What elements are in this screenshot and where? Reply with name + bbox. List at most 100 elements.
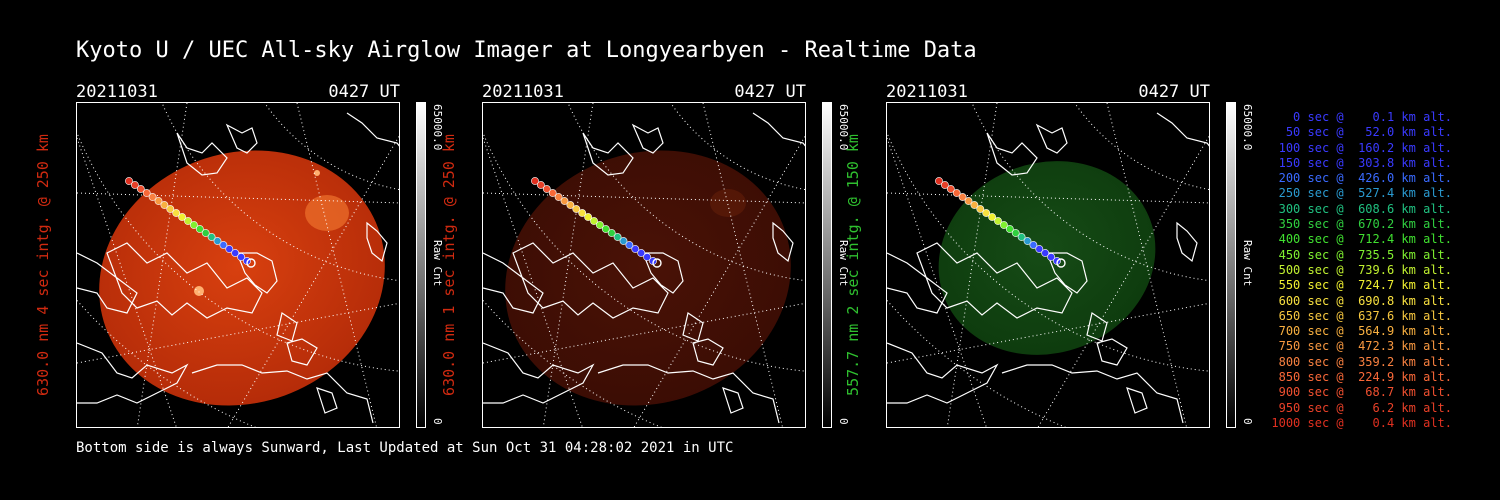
trajectory-legend: 0 sec @ 0.1 km alt. 50 sec @ 52.0 km alt… (1262, 110, 1452, 431)
panel-header: 20211031 0427 UT (76, 80, 400, 102)
trajectory-point (142, 189, 151, 197)
lat-lon-grid (887, 103, 1209, 427)
trajectory-point (590, 217, 598, 225)
imager-panel-1: 20211031 0427 UT 630.0 nm 4 sec intg. @ 25… (34, 80, 476, 430)
panel-header: 20211031 0427 UT (886, 80, 1210, 102)
panel-time: 0427 UT (734, 82, 806, 102)
station-marker (652, 258, 662, 268)
trajectory-point (160, 201, 169, 209)
trajectory-point (952, 189, 961, 197)
satellite-trajectory (935, 177, 1061, 265)
trajectory-point (643, 253, 651, 261)
trajectory-point (970, 201, 979, 209)
legend-entry: 100 sec @ 160.2 km alt. (1271, 140, 1452, 155)
lat-lon-grid (483, 103, 805, 427)
trajectory-point (166, 205, 175, 213)
panel-date: 20211031 (482, 82, 564, 102)
legend-entry: 500 sec @ 739.6 km alt. (1271, 262, 1452, 277)
trajectory-point (941, 181, 949, 189)
trajectory-point (1035, 245, 1044, 253)
trajectory-point (601, 225, 610, 233)
legend-entry: 350 sec @ 670.2 km alt. (1271, 217, 1452, 232)
trajectory-point (964, 197, 973, 205)
trajectory-point (613, 233, 622, 241)
trajectory-point (988, 213, 996, 221)
colorbar (416, 102, 426, 428)
legend-entry: 900 sec @ 68.7 km alt. (1271, 385, 1452, 400)
panel-time: 0427 UT (328, 82, 400, 102)
airglow-image (99, 150, 385, 406)
trajectory-point (572, 205, 581, 213)
page-title: Kyoto U / UEC All-sky Airglow Imager at … (76, 38, 977, 63)
legend-entry: 400 sec @ 712.4 km alt. (1271, 232, 1452, 247)
trajectory-point (619, 237, 628, 245)
trajectory-point (637, 249, 646, 257)
trajectory-point (560, 197, 569, 205)
trajectory-point (125, 177, 133, 185)
satellite-trajectory (531, 177, 657, 265)
panel-header: 20211031 0427 UT (482, 80, 806, 102)
trajectory-point (537, 181, 545, 189)
trajectory-point (982, 209, 991, 217)
lat-lon-grid (77, 103, 399, 427)
trajectory-point (1023, 237, 1032, 245)
trajectory-point (548, 189, 557, 197)
trajectory-point (1029, 241, 1038, 249)
trajectory-point (631, 245, 640, 253)
bright-spot (194, 286, 204, 296)
trajectory-point (578, 209, 587, 217)
imager-panel-2: 20211031 0427 UT 630.0 nm 1 sec intg. @ 25… (440, 80, 882, 430)
coastline (483, 112, 805, 424)
trajectory-point (946, 185, 955, 193)
trajectory-point (1000, 221, 1008, 229)
trajectory-point (958, 193, 967, 201)
colorbar-min: 0 (1241, 418, 1254, 425)
trajectory-point (190, 221, 198, 229)
legend-entry: 800 sec @ 359.2 km alt. (1271, 354, 1452, 369)
imager-panel-3: 20211031 0427 UT 557.7 nm 2 sec intg. @ 15… (844, 80, 1286, 430)
trajectory-point (154, 197, 163, 205)
legend-entry: 150 sec @ 303.8 km alt. (1271, 155, 1452, 170)
legend-entry: 200 sec @ 426.0 km alt. (1271, 171, 1452, 186)
legend-entry: 850 sec @ 224.9 km alt. (1271, 370, 1452, 385)
panel-date: 20211031 (76, 82, 158, 102)
trajectory-point (935, 177, 943, 185)
trajectory-point (201, 229, 210, 237)
colorbar (822, 102, 832, 428)
legend-entry: 0 sec @ 0.1 km alt. (1271, 110, 1452, 124)
trajectory-point (131, 181, 139, 189)
trajectory-point (566, 201, 575, 209)
trajectory-point (195, 225, 204, 233)
trajectory-point (231, 249, 240, 257)
trajectory-point (213, 237, 222, 245)
colorbar-max: 65000.0 (1241, 104, 1254, 151)
coastline (77, 112, 399, 424)
legend-entry: 300 sec @ 608.6 km alt. (1271, 201, 1452, 216)
wavelength-label: 630.0 nm 4 sec intg. @ 250 km (34, 134, 52, 396)
trajectory-point (1017, 233, 1026, 241)
panel-time: 0427 UT (1138, 82, 1210, 102)
legend-entry: 550 sec @ 724.7 km alt. (1271, 278, 1452, 293)
trajectory-point (584, 213, 592, 221)
trajectory-point (136, 185, 145, 193)
footer-note: Bottom side is always Sunward, Last Upda… (76, 440, 734, 456)
wavelength-label: 630.0 nm 1 sec intg. @ 250 km (440, 134, 458, 396)
all-sky-map (482, 102, 806, 428)
legend-entry: 1000 sec @ 0.4 km alt. (1271, 415, 1452, 430)
aurora-patch (305, 195, 349, 231)
trajectory-point (531, 177, 539, 185)
trajectory-point (1041, 249, 1050, 257)
trajectory-point (554, 193, 563, 201)
legend-entry: 50 sec @ 52.0 km alt. (1271, 125, 1452, 140)
station-marker (246, 258, 256, 268)
trajectory-point (148, 193, 157, 201)
trajectory-point (1047, 253, 1055, 261)
colorbar-unit: Raw Cnt (1241, 240, 1254, 287)
legend-entry: 700 sec @ 564.9 km alt. (1271, 324, 1452, 339)
map-canvas (887, 103, 1209, 427)
trajectory-point (1011, 229, 1020, 237)
coastline (887, 112, 1209, 424)
satellite-trajectory (125, 177, 251, 265)
legend-entry: 450 sec @ 735.5 km alt. (1271, 247, 1452, 262)
colorbar (1226, 102, 1236, 428)
